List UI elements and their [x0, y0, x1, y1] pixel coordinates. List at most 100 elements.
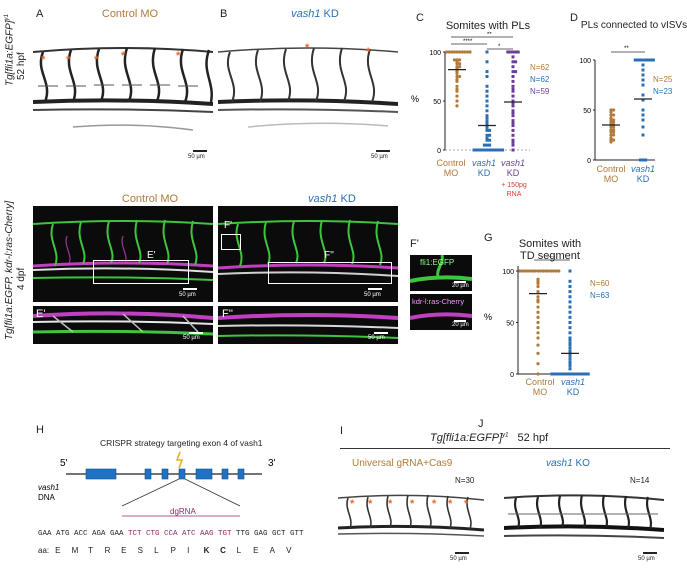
- y-tick-label: 50: [506, 321, 514, 328]
- data-point: [549, 269, 553, 273]
- data-point: [477, 148, 481, 152]
- inset-e-box: [93, 260, 189, 284]
- panel-i-vessels: [338, 494, 484, 537]
- amino-acid: E: [55, 546, 61, 555]
- data-point: [511, 60, 515, 64]
- data-point: [514, 70, 518, 74]
- data-point: [576, 372, 580, 376]
- asterisk-i4: *: [410, 498, 415, 510]
- data-point: [536, 305, 540, 309]
- scalebar-e2: [189, 332, 203, 334]
- amino-acid: K: [203, 546, 210, 555]
- data-point: [458, 65, 462, 69]
- panel-c-letter: C: [416, 12, 424, 24]
- data-point: [536, 326, 540, 330]
- panel-d-title: PLs connected to vISVs: [580, 20, 687, 31]
- chart-g-xlabel-1: Control MO: [525, 377, 555, 397]
- panel-i-letter: I: [340, 425, 344, 437]
- panel-i-title: Universal gRNA+Cas9: [352, 458, 453, 469]
- panel-g-letter: G: [484, 232, 493, 244]
- data-point: [488, 138, 492, 142]
- panel-j-n: N=14: [630, 476, 650, 485]
- amino-acid: I: [187, 546, 190, 555]
- data-point: [536, 362, 540, 366]
- y-tick-label: 100: [502, 269, 514, 276]
- data-point: [563, 372, 567, 376]
- data-point: [468, 50, 472, 54]
- chart-d: 0 50 100 ** N=25 N=23: [579, 46, 673, 165]
- data-point: [641, 83, 645, 87]
- gene-diagram: 5' 3' vash1 DNA dgRNA: [38, 451, 276, 517]
- data-point: [568, 360, 572, 364]
- data-point: [485, 119, 489, 123]
- data-point: [488, 143, 492, 147]
- data-point: [514, 60, 518, 64]
- data-point: [546, 269, 550, 273]
- data-point: [568, 372, 572, 376]
- data-point: [573, 372, 577, 376]
- data-point: [475, 148, 479, 152]
- gene-five-prime: 5': [60, 458, 68, 469]
- data-point: [511, 138, 515, 142]
- panel-h-title: CRISPR strategy targeting exon 4 of vash…: [100, 438, 263, 448]
- inset-f1-box: [221, 234, 241, 250]
- data-point: [552, 372, 556, 376]
- scalebar-b: [376, 150, 390, 152]
- data-point: [578, 372, 582, 376]
- panel-fp-green-vessels: [410, 255, 472, 283]
- panel-j-letter: J: [478, 418, 484, 430]
- data-point: [568, 346, 572, 350]
- data-point: [485, 143, 489, 147]
- panel-b-vessels: [218, 47, 398, 128]
- scalebar-a-label: 50 µm: [188, 154, 205, 160]
- chart-c: % 0 50 100 **** ** * N=62 N=62 N=59: [411, 32, 550, 155]
- data-point: [568, 295, 572, 299]
- panel-f2-letter: F'': [222, 308, 233, 320]
- data-point: [586, 372, 590, 376]
- scalebar-fp2: [454, 320, 466, 322]
- scalebar-e2-label: 50 µm: [183, 335, 200, 341]
- data-point: [641, 158, 645, 162]
- data-point: [612, 108, 616, 112]
- scalebar-fp1: [454, 281, 466, 283]
- data-point: [612, 138, 616, 142]
- panel-a-vessels: [33, 47, 213, 131]
- data-point: [641, 78, 645, 82]
- exon-6: [221, 468, 229, 480]
- y-tick-label: 50: [583, 108, 591, 115]
- data-point: [511, 128, 515, 132]
- data-point: [511, 65, 515, 69]
- panel-f-title: vash1 KD: [308, 193, 356, 205]
- data-point: [490, 148, 494, 152]
- data-point: [455, 99, 459, 103]
- data-point: [536, 351, 540, 355]
- data-point: [485, 104, 489, 108]
- data-point: [636, 58, 640, 62]
- data-point: [520, 269, 524, 273]
- data-point: [485, 60, 489, 64]
- amino-acid: S: [137, 546, 143, 555]
- chart-c-xlabel-3: vash1 KD: [500, 158, 526, 178]
- chart-g-xlabel-2: vash1 KD: [560, 377, 586, 397]
- data-point: [452, 58, 456, 62]
- panel-b-title: vash1 KD: [291, 8, 339, 20]
- data-point: [536, 343, 540, 347]
- data-point: [485, 70, 489, 74]
- data-point: [581, 372, 585, 376]
- panel-j-title: vash1 KO: [546, 458, 590, 469]
- data-point: [641, 98, 645, 102]
- data-point: [485, 126, 489, 130]
- data-point: [533, 269, 537, 273]
- data-point: [485, 50, 489, 54]
- chart-c-xlabel-1: Control MO: [436, 158, 466, 178]
- data-point: [460, 50, 464, 54]
- data-point: [560, 372, 564, 376]
- data-point: [455, 50, 459, 54]
- chart-g-ylabel: %: [484, 312, 492, 322]
- fp-magenta-label: kdr-l:ras-Cherry: [412, 297, 465, 306]
- sig-c-2: **: [487, 32, 492, 38]
- gene-name: vash1: [38, 483, 59, 492]
- data-point: [488, 148, 492, 152]
- exon-5: [195, 468, 213, 480]
- panel-b-image: * *: [218, 22, 398, 142]
